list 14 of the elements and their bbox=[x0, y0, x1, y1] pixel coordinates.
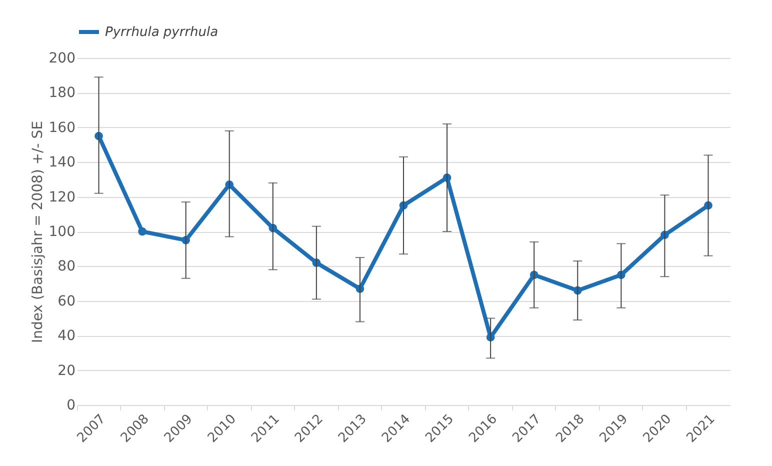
y-axis-title: Index (Basisjahr = 2008) +/- SE bbox=[30, 120, 46, 344]
y-tick-label: 100 bbox=[48, 224, 76, 240]
y-tick-label: 180 bbox=[48, 85, 76, 102]
y-tick-label: 60 bbox=[58, 293, 76, 310]
point bbox=[138, 227, 146, 236]
y-tick-label: 20 bbox=[58, 362, 76, 379]
y-tick-label: 160 bbox=[48, 120, 76, 136]
legend-label: Pyrrhula pyrrhula bbox=[105, 25, 218, 40]
y-tick-label: 40 bbox=[58, 328, 76, 344]
y-tick-label: 80 bbox=[58, 258, 76, 275]
y-tick-label: 140 bbox=[48, 154, 76, 171]
y-tick-label: 200 bbox=[48, 50, 76, 66]
y-tick-label: 120 bbox=[48, 189, 76, 206]
y-tick-label: 0 bbox=[66, 398, 76, 414]
